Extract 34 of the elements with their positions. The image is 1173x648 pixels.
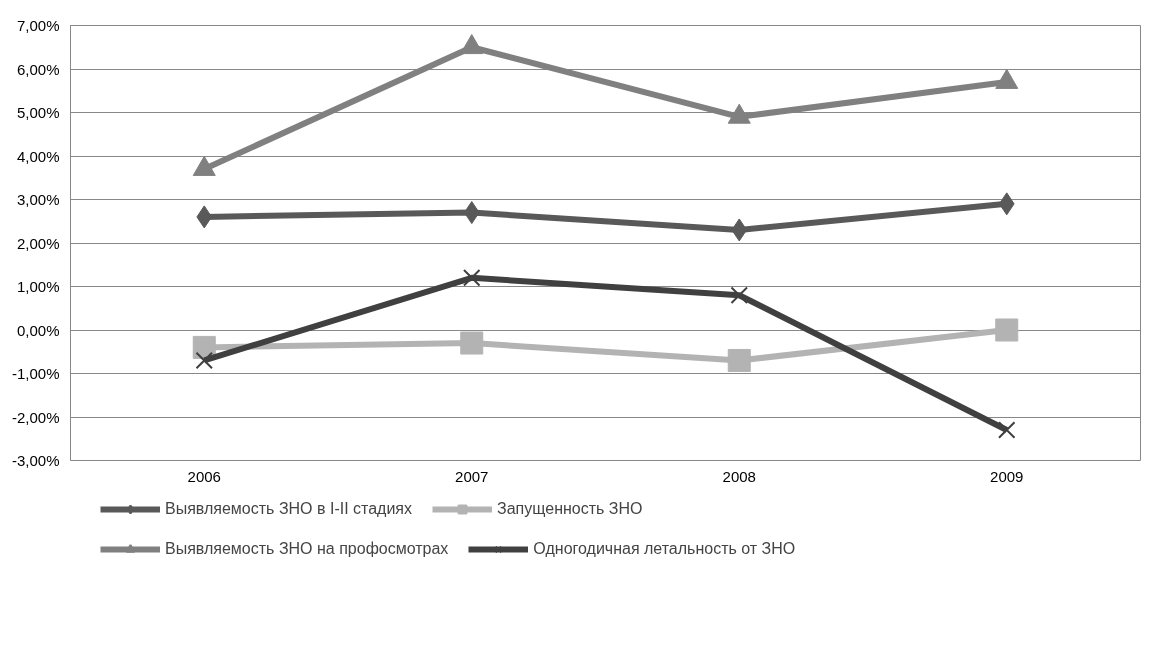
y-tick-label: 5,00% <box>16 104 60 121</box>
point <box>196 205 213 229</box>
point <box>731 218 748 242</box>
x-tick-label: 2009 <box>990 467 1024 485</box>
point <box>727 103 751 124</box>
x-tick-label: 2008 <box>722 467 756 485</box>
point <box>462 269 481 287</box>
x-tick-label: 2007 <box>455 467 489 485</box>
point <box>727 348 751 372</box>
y-tick-label: -3,00% <box>11 452 60 469</box>
y-tick-label: 3,00% <box>16 191 60 208</box>
point <box>195 351 214 370</box>
y-tick-label: 6,00% <box>16 60 60 78</box>
legend-label: Выявляемость ЗНО на профосмотрах <box>165 540 449 558</box>
x-tick-label: 2006 <box>187 467 221 485</box>
y-tick-label: 4,00% <box>16 147 60 165</box>
y-tick-label: 1,00% <box>16 278 60 295</box>
point <box>192 155 216 176</box>
legend-label: Одногодичная летальность от ЗНО <box>533 540 796 558</box>
legend-label: Запущенность ЗНО <box>497 500 643 518</box>
point <box>997 421 1016 439</box>
y-tick-label: -2,00% <box>11 408 60 426</box>
point <box>460 331 484 355</box>
y-tick-label: 0,00% <box>16 321 60 339</box>
point <box>463 201 480 225</box>
y-tick-label: -1,00% <box>11 365 60 382</box>
point <box>998 192 1015 216</box>
y-tick-label: 7,00% <box>16 17 60 34</box>
point <box>460 34 484 55</box>
point <box>995 318 1019 342</box>
y-tick-label: 2,00% <box>16 234 60 252</box>
point <box>730 286 749 304</box>
point <box>995 68 1019 89</box>
legend-label: Выявляемость ЗНО в I-II стадиях <box>165 500 413 518</box>
